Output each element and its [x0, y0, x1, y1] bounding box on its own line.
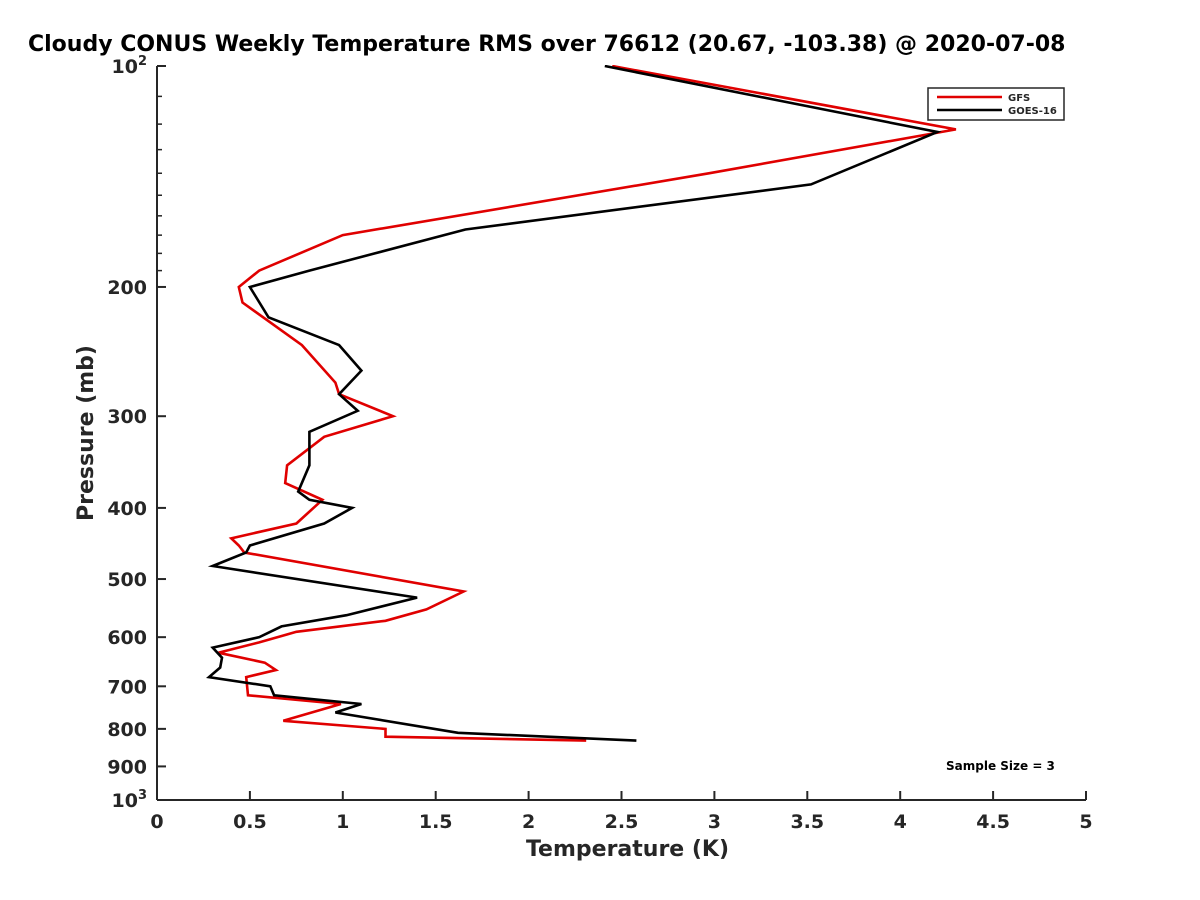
- x-tick-label: 0.5: [233, 811, 267, 833]
- y-tick-label: 400: [107, 498, 147, 520]
- y-tick-label: 800: [107, 719, 147, 741]
- y-axis-label: Pressure (mb): [74, 345, 99, 521]
- x-axis-label: Temperature (K): [526, 837, 729, 862]
- y-tick-label: 300: [107, 406, 147, 428]
- legend: GFS GOES-16: [927, 87, 1065, 121]
- x-tick-label: 5: [1079, 811, 1092, 833]
- series-line-gfs: [217, 65, 957, 742]
- chart-title: Cloudy CONUS Weekly Temperature RMS over…: [28, 32, 1066, 57]
- x-tick-label: 2.5: [605, 811, 639, 833]
- legend-label: GFS: [1008, 93, 1030, 104]
- y-tick-label-bottom: 103: [112, 788, 148, 812]
- x-tick-label: 4: [894, 811, 907, 833]
- y-tick-label: 500: [107, 569, 147, 591]
- x-tick-label: 3: [708, 811, 721, 833]
- legend-label: GOES-16: [1008, 106, 1057, 117]
- x-tick-label: 1: [336, 811, 349, 833]
- y-tick-label: 700: [107, 676, 147, 698]
- sample-size-annotation: Sample Size = 3: [946, 759, 1055, 773]
- x-tick-label: 1.5: [419, 811, 453, 833]
- x-tick-label: 4.5: [976, 811, 1010, 833]
- y-tick-label: 200: [107, 277, 147, 299]
- x-tick-label: 2: [522, 811, 535, 833]
- series-line-goes-16: [205, 65, 942, 742]
- legend-box: [927, 87, 1065, 121]
- x-tick-label: 0: [150, 811, 163, 833]
- y-tick-label-top: 102: [112, 54, 148, 78]
- x-tick-label: 3.5: [790, 811, 824, 833]
- y-tick-label: 900: [107, 756, 147, 778]
- y-tick-label: 600: [107, 627, 147, 649]
